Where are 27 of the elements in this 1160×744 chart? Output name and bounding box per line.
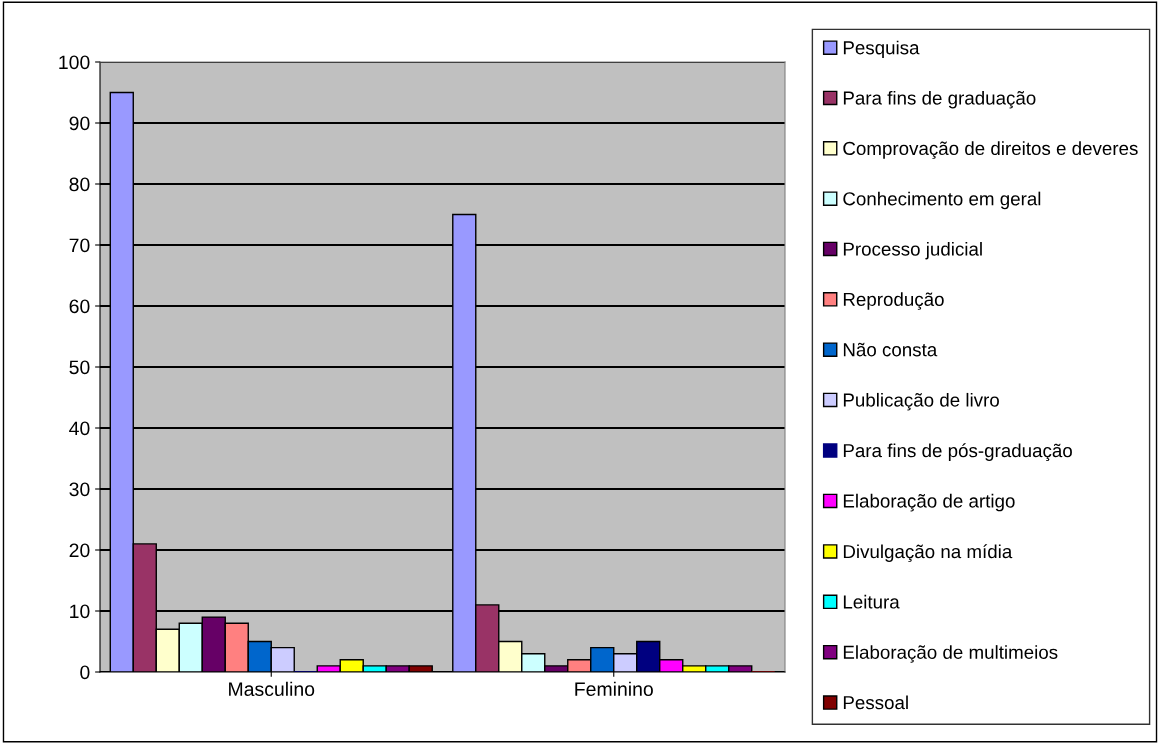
y-tick-label: 20 (69, 543, 90, 558)
legend-label: Processo judicial (843, 241, 982, 260)
y-tick-label: 30 (69, 482, 90, 497)
legend-label: Publicação de livro (843, 392, 999, 411)
legend-label: Pesquisa (843, 40, 920, 59)
legend-label: Reprodução (843, 292, 944, 310)
y-tick-label: 0 (80, 665, 90, 680)
legend-label: Comprovação de direitos e deveres (843, 141, 1138, 159)
x-tick-label: Masculino (229, 681, 315, 696)
y-tick-label: 60 (69, 299, 90, 314)
legend-label: Para fins de graduação (843, 90, 1036, 109)
legend-label: Elaboração de multimeios (843, 645, 1058, 663)
y-tick-label: 100 (59, 55, 90, 70)
y-tick-label: 50 (69, 360, 90, 375)
legend-label: Pessoal (843, 695, 908, 710)
y-tick-label: 70 (69, 238, 90, 253)
legend-label: Divulgação na mídia (843, 544, 1013, 563)
legend-label: Não consta (843, 342, 938, 357)
legend-label: Para fins de pós-graduação (843, 443, 1072, 462)
y-tick-label: 10 (70, 604, 90, 619)
y-tick-label: 90 (69, 116, 90, 131)
legend-label: Elaboração de artigo (843, 493, 1015, 512)
legend-label: Leitura (843, 594, 900, 609)
y-tick-label: 80 (69, 177, 90, 192)
legend-label: Conhecimento em geral (843, 191, 1041, 210)
y-tick-label: 40 (69, 421, 90, 436)
x-tick-label: Feminino (575, 681, 653, 696)
